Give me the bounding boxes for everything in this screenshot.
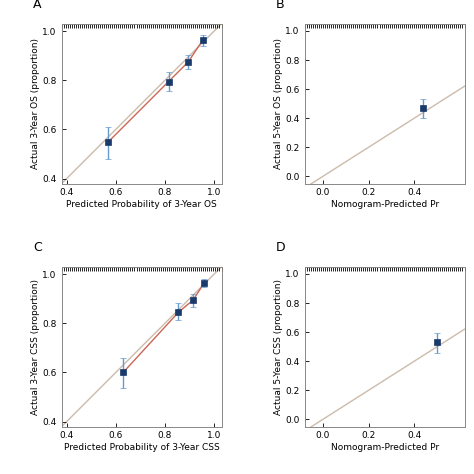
Text: B: B — [276, 0, 284, 11]
Y-axis label: Actual 3-Year OS (proportion): Actual 3-Year OS (proportion) — [31, 38, 40, 169]
Text: A: A — [33, 0, 41, 11]
X-axis label: Predicted Probability of 3-Year CSS: Predicted Probability of 3-Year CSS — [64, 443, 219, 452]
X-axis label: Predicted Probability of 3-Year OS: Predicted Probability of 3-Year OS — [66, 200, 217, 209]
Y-axis label: Actual 5-Year OS (proportion): Actual 5-Year OS (proportion) — [273, 38, 283, 169]
Text: D: D — [276, 241, 285, 254]
Y-axis label: Actual 3-Year CSS (proportion): Actual 3-Year CSS (proportion) — [31, 279, 40, 415]
X-axis label: Nomogram-Predicted Pr: Nomogram-Predicted Pr — [330, 443, 438, 452]
X-axis label: Nomogram-Predicted Pr: Nomogram-Predicted Pr — [330, 200, 438, 209]
Y-axis label: Actual 5-Year CSS (proportion): Actual 5-Year CSS (proportion) — [273, 279, 283, 415]
Text: C: C — [33, 241, 42, 254]
